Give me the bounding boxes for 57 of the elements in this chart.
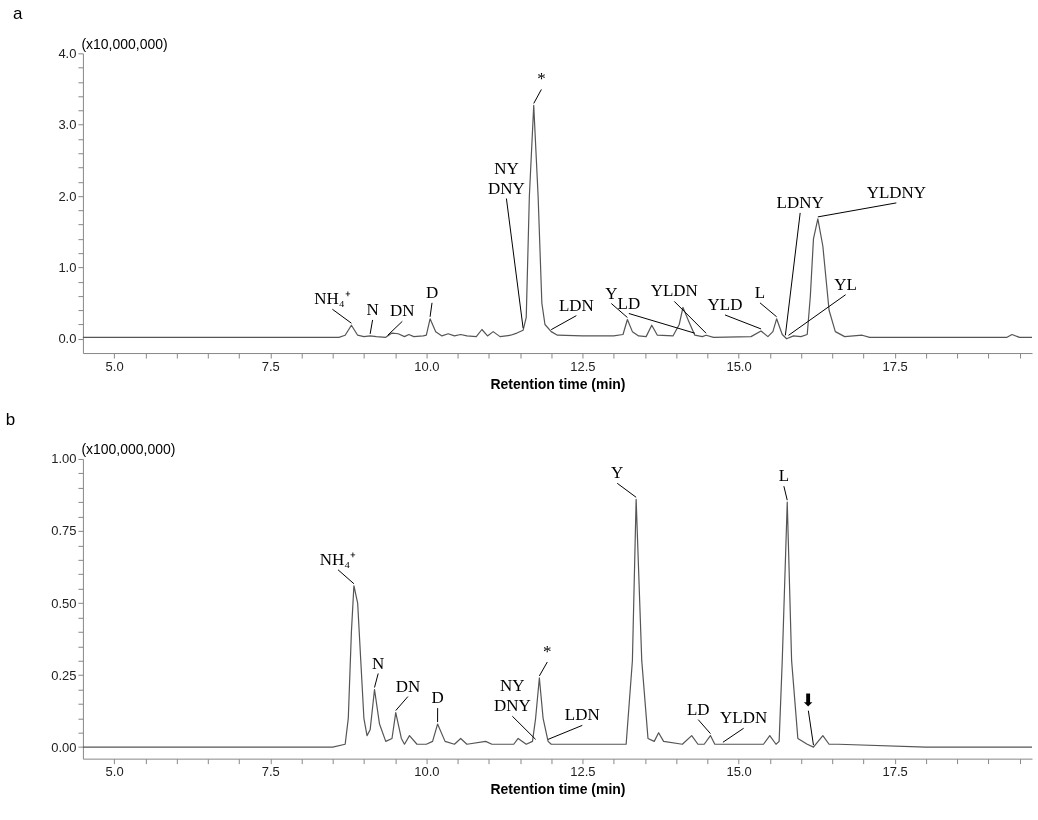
annotation: L [778,466,790,486]
annotation: LD [686,699,710,719]
x-tick-label: 17.5 [882,764,908,780]
annotation: D [425,282,439,302]
x-tick-label: 7.5 [261,358,280,374]
line-series [82,104,1033,340]
annotation: L [754,282,766,302]
x-tick-label: 5.0 [105,358,124,374]
line-series [82,498,1033,748]
y-axis-title: (x10,000,000) [81,35,168,52]
annotation: DN [395,676,421,696]
x-tick-label: 10.0 [414,358,440,374]
y-tick-label: 4.0 [58,45,77,61]
y-tick-label: 1.0 [58,259,77,275]
annotation: DN [390,301,415,321]
annotation: N [366,299,379,319]
y-tick-label: 0.0 [58,331,77,347]
annotation: YL [834,274,857,294]
y-tick-label: 0.50 [51,595,77,611]
y-tick-label: 0.25 [51,667,77,683]
x-tick-label: 7.5 [261,764,280,780]
annotation: D [431,688,444,708]
y-tick-label: 2.0 [58,188,77,204]
annotation: YLDN [650,281,698,301]
annotation: Y [605,283,618,303]
annotation: YLD [707,294,743,314]
x-tick-label: 17.5 [882,358,908,374]
chart-title: b [5,409,16,429]
x-tick-label: 12.5 [570,358,596,374]
x-axis-title: Retention time (min) [490,781,626,798]
annotation: NH₄⁺ [314,289,351,309]
annotation: YLDNY [866,182,927,202]
annotation: LDNY [776,192,824,212]
x-tick-label: 5.0 [105,764,124,780]
annotation: NH₄⁺ [319,549,357,569]
annotation: * [537,69,546,89]
annotation: ⬇ [801,690,816,710]
annotation: YLDN [720,708,768,728]
annotation: Y [611,463,624,483]
x-tick-label: 10.0 [414,764,440,780]
x-tick-label: 12.5 [570,764,596,780]
x-tick-label: 15.0 [726,764,752,780]
y-tick-label: 0.75 [51,523,77,539]
y-tick-label: 1.00 [51,451,77,467]
annotation: * [543,641,552,661]
annotation: LDN [564,705,600,725]
annotation: LDN [558,295,594,315]
annotation: NY DNY [488,158,525,198]
y-axis-title: (x100,000,000) [81,441,176,458]
y-tick-label: 0.00 [51,739,77,755]
x-tick-label: 15.0 [726,358,752,374]
x-axis-title: Retention time (min) [490,375,626,392]
y-tick-label: 3.0 [58,117,77,133]
annotation: LD [617,293,641,313]
chart-title: a [12,4,23,24]
annotation: N [372,653,385,673]
annotation: NY DNY [493,676,531,716]
